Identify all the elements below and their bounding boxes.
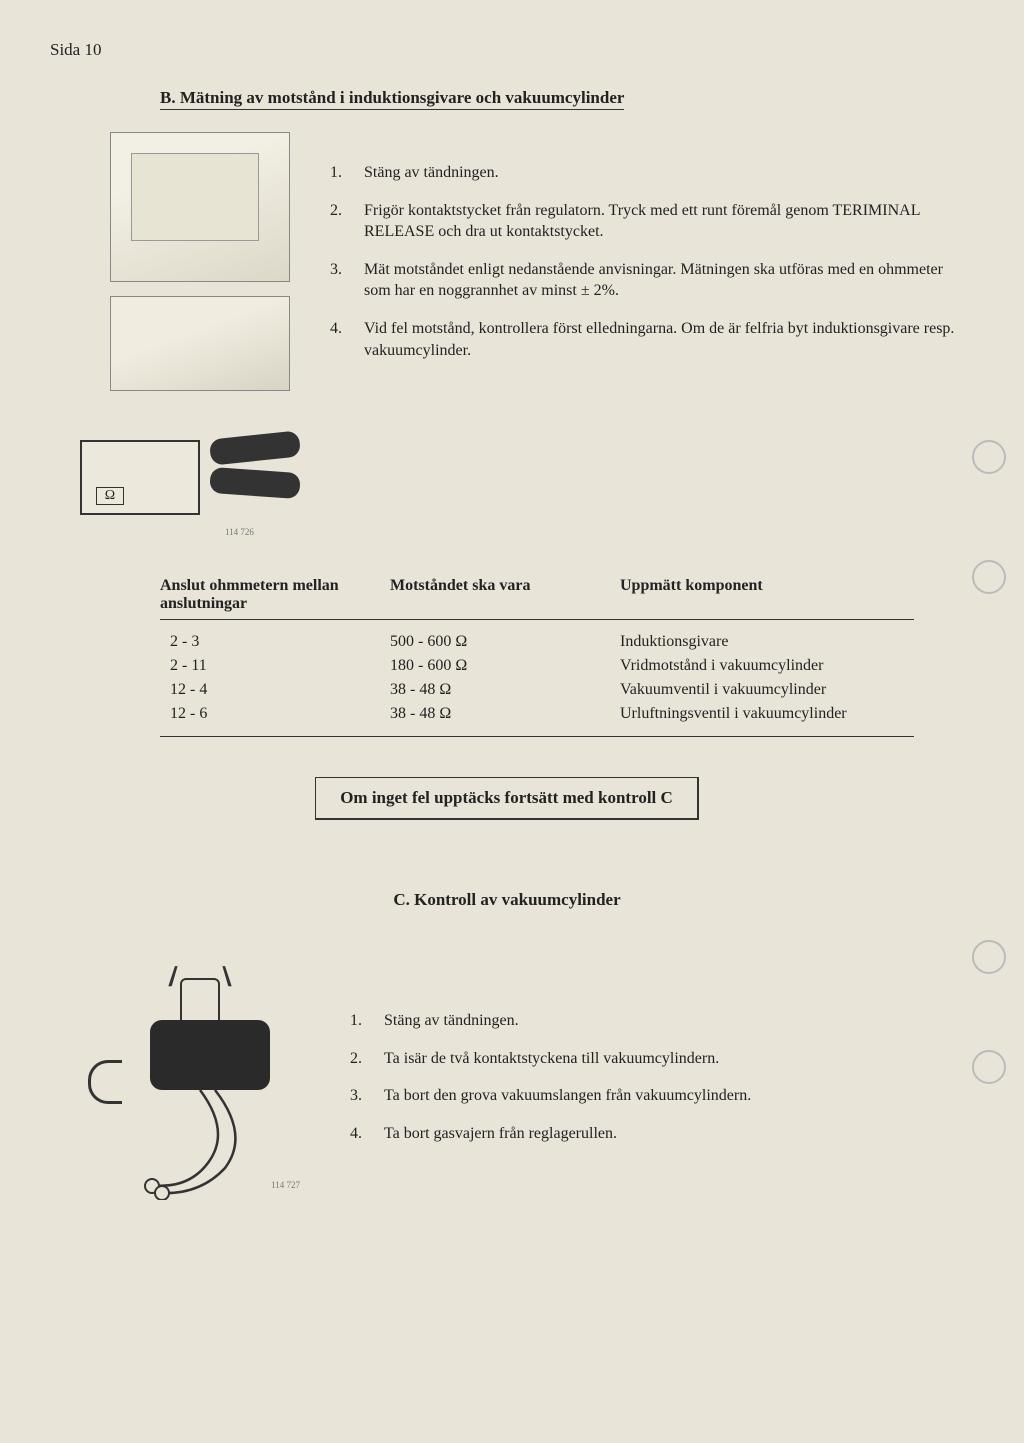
hole-punch	[972, 440, 1006, 474]
ecu-illustration	[110, 132, 290, 282]
hole-punch	[972, 940, 1006, 974]
list-item: 4.Vid fel motstånd, kontrollera först el…	[330, 318, 964, 361]
section-c-steps: 1.Stäng av tändningen. 2.Ta isär de två …	[350, 960, 964, 1160]
list-item: 1.Stäng av tändningen.	[350, 1010, 964, 1032]
resistance-table: Anslut ohmmetern mellan anslutningar Mot…	[160, 577, 914, 737]
ohm-symbol: Ω	[96, 487, 124, 505]
ohmmeter-illustration: Ω	[80, 405, 320, 525]
list-item: 3.Ta bort den grova vakuumslangen från v…	[350, 1085, 964, 1107]
section-b-content: Ω 114 726 1.Stäng av tändningen. 2.Frigö…	[50, 132, 964, 537]
table-row: 2 - 3500 - 600 ΩInduktionsgivare	[160, 630, 914, 654]
list-item: 3.Mät motståndet enligt nedanstående anv…	[330, 259, 964, 302]
list-item: 2.Frigör kontaktstycket från regulatorn.…	[330, 200, 964, 243]
section-c-content: 114 727 1.Stäng av tändningen. 2.Ta isär…	[50, 960, 964, 1210]
section-c-title: C. Kontroll av vakuumcylinder	[50, 890, 964, 910]
table-row: 12 - 638 - 48 ΩUrluftningsventil i vakuu…	[160, 702, 914, 726]
module-illustration	[110, 296, 290, 391]
list-item: 2.Ta isär de två kontaktstyckena till va…	[350, 1048, 964, 1070]
table-header: Uppmätt komponent	[620, 577, 914, 613]
figure-reference: 114 727	[271, 1180, 300, 1190]
table-header: Motståndet ska vara	[390, 577, 620, 613]
table-row: 2 - 11180 - 600 ΩVridmotstånd i vakuumcy…	[160, 654, 914, 678]
section-b-title: B. Mätning av motstånd i induktionsgivar…	[160, 88, 624, 110]
illustration-column: Ω 114 726	[50, 132, 330, 537]
callout-box: Om inget fel upptäcks fortsätt med kontr…	[315, 777, 699, 820]
table-row: 12 - 438 - 48 ΩVakuumventil i vakuumcyli…	[160, 678, 914, 702]
hole-punch	[972, 1050, 1006, 1084]
list-item: 1.Stäng av tändningen.	[330, 162, 964, 184]
table-header: Anslut ohmmetern mellan anslutningar	[160, 577, 390, 613]
section-b-steps: 1.Stäng av tändningen. 2.Frigör kontakts…	[330, 132, 964, 377]
hole-punch	[972, 560, 1006, 594]
vacuum-cylinder-illustration: 114 727	[50, 960, 350, 1210]
page-number: Sida 10	[50, 40, 964, 60]
list-item: 4.Ta bort gasvajern från reglagerullen.	[350, 1123, 964, 1145]
figure-reference: 114 726	[225, 527, 254, 537]
